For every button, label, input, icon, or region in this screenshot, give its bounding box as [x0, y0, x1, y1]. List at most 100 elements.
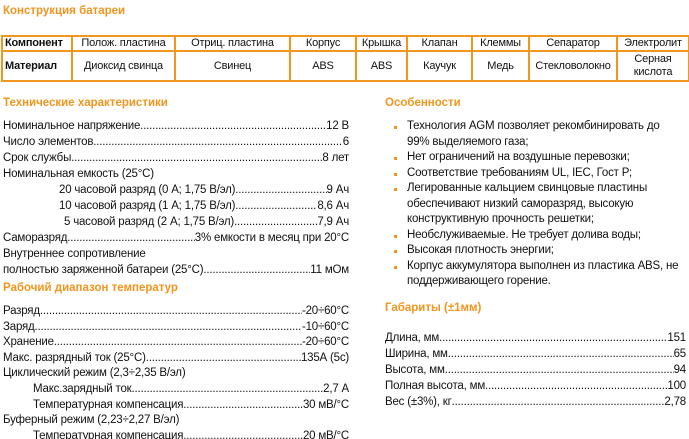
- material-cell: Материал: [1, 50, 73, 82]
- component-header-cell: Клеммы: [471, 35, 530, 52]
- features-title: Особенности: [385, 97, 461, 109]
- temp-row: Температурная компенсация 20 мВ/°C: [33, 428, 349, 439]
- row-value: 8,6 Ач: [317, 200, 349, 212]
- dot-leader: [71, 150, 322, 166]
- row-label: Номинальное напряжение: [3, 120, 141, 132]
- tech-row: Номинальное напряжение 12 В: [3, 118, 349, 134]
- dot-leader: [67, 230, 195, 246]
- dot-leader: [35, 319, 302, 335]
- row-value: 3% емкости в месяц при 20°C: [194, 232, 349, 244]
- dot-leader: [183, 428, 303, 439]
- component-header-cell: Электролит: [616, 35, 689, 52]
- row-value: 7,9 Ач: [317, 216, 349, 228]
- dot-leader: [183, 397, 303, 413]
- row-label: Температурная компенсация: [33, 398, 184, 411]
- row-value: -20÷60°C: [301, 305, 349, 317]
- dims-row: Ширина, мм 65: [385, 346, 686, 362]
- row-label: Заряд: [3, 320, 35, 333]
- component-header-cell: Крышка: [355, 35, 408, 52]
- row-label: Полная высота, мм: [385, 380, 486, 392]
- component-header-cell: Корпус: [289, 35, 357, 52]
- construction-title: Конструкция батареи: [3, 5, 126, 17]
- feature-item: Высокая плотность энергии;: [392, 243, 682, 259]
- dot-leader: [93, 134, 343, 150]
- row-value: 9 Ач: [326, 184, 350, 196]
- dot-leader: [140, 118, 326, 134]
- row-label: Вес (±3%), кг: [385, 396, 452, 408]
- component-header-cell: Сепаратор: [528, 35, 618, 52]
- temp-row: Заряд -10÷60°C: [3, 319, 349, 335]
- dot-leader: [54, 334, 302, 350]
- row-label: Ширина, мм: [385, 348, 448, 360]
- component-header-cell: Полож. пластина: [71, 35, 176, 52]
- row-value: -20÷60°C: [301, 336, 349, 349]
- dot-leader: [439, 330, 667, 346]
- feature-item: Корпус аккумулятора выполнен из пластика…: [392, 259, 682, 290]
- row-value: 20 мВ/°C: [302, 429, 349, 439]
- dot-leader: [445, 362, 674, 378]
- dot-leader: [235, 182, 326, 198]
- row-label: 20 часовой разряд (0 А; 1,75 В/эл): [59, 184, 236, 196]
- temp-row: Макс. разрядный ток (25°C) 135А (5с): [3, 350, 349, 366]
- row-value: 2,78: [664, 396, 686, 408]
- row-value: 6: [342, 136, 349, 148]
- material-cell: Свинец: [174, 50, 291, 82]
- row-label: Хранение: [3, 336, 54, 349]
- dims-row: Вес (±3%), кг 2,78: [385, 394, 686, 410]
- tech-row: полностью заряженной батареи (25°C) 11 мО…: [3, 262, 349, 278]
- row-value: 94: [673, 364, 687, 376]
- dot-leader: [131, 381, 323, 397]
- row-label: Высота, мм: [385, 364, 445, 376]
- row-value: 8 лет: [322, 152, 349, 164]
- dot-leader: [485, 378, 667, 394]
- features-list: Технология AGM позволяет рекомбинировать…: [392, 119, 682, 290]
- temp-row: Разряд -20÷60°C: [3, 303, 349, 319]
- tech-row: 20 часовой разряд (0 А; 1,75 В/эл) 9 Ач: [59, 182, 349, 198]
- row-value: 12 В: [326, 120, 349, 132]
- dot-leader: [40, 303, 302, 319]
- tech-row: 5 часовой разряд (2 А; 1,75 В/эл) 7,9 Ач: [64, 214, 349, 230]
- tech-row: 10 часовой разряд (1 А; 1,75 В/эл) 8,6 Ач: [59, 198, 349, 214]
- material-cell: ABS: [289, 50, 357, 82]
- temp-row: Хранение -20÷60°C: [3, 334, 349, 350]
- material-cell: Диоксид свинца: [71, 50, 176, 82]
- temp-row-label: Циклический режим (2,3÷2,35 В/эл): [3, 367, 186, 380]
- component-header-cell: Компонент: [1, 35, 73, 52]
- row-label: Макс. разрядный ток (25°C): [3, 351, 146, 364]
- row-value: 135А (5с): [300, 351, 349, 364]
- row-label: Длина, мм: [385, 332, 440, 344]
- row-value: 2,7 А: [323, 383, 349, 395]
- row-label: Срок службы: [3, 152, 72, 164]
- row-label: 10 часовой разряд (1 А; 1,75 В/эл): [59, 200, 236, 212]
- tech-row-label: Номинальная емкость (25°C): [3, 168, 154, 180]
- temp-row: Макс.зарядный ток 2,7 А: [33, 381, 349, 397]
- row-label: Температурная компенсация: [33, 429, 184, 439]
- dot-leader: [234, 214, 317, 230]
- row-label: Саморазряд: [3, 232, 68, 244]
- material-cell: Серная кислота: [616, 50, 689, 82]
- row-value: 11 мОм: [310, 264, 349, 276]
- material-cell: Медь: [471, 50, 530, 82]
- row-label: Число элементов: [3, 136, 94, 148]
- feature-item: Нет ограничений на воздушные перевозки;: [392, 150, 682, 166]
- feature-item: Соответствие требованиям UL, IEC, Гост Р…: [392, 166, 682, 182]
- dot-leader: [203, 262, 310, 278]
- component-header-cell: Отриц. пластина: [174, 35, 291, 52]
- material-cell: Стекловолокно: [528, 50, 618, 82]
- dims-row: Длина, мм 151: [385, 330, 686, 346]
- temp-row-label: Буферный режим (2,23÷2,27 В/эл): [3, 414, 180, 427]
- tech-row-label: Внутреннее сопротивление: [3, 248, 146, 260]
- row-value: 65: [673, 348, 687, 360]
- material-cell: ABS: [355, 50, 408, 82]
- dims-row: Полная высота, мм 100: [385, 378, 686, 394]
- dot-leader: [146, 350, 301, 366]
- dims-row: Высота, мм 94: [385, 362, 686, 378]
- dot-leader: [448, 346, 674, 362]
- row-value: 100: [667, 380, 686, 392]
- row-value: -10÷60°C: [301, 320, 349, 333]
- row-label: Разряд: [3, 305, 40, 317]
- row-label: 5 часовой разряд (2 А; 1,75 В/эл): [64, 216, 235, 228]
- row-label: Макс.зарядный ток: [33, 383, 132, 395]
- row-label: полностью заряженной батареи (25°C): [3, 264, 204, 276]
